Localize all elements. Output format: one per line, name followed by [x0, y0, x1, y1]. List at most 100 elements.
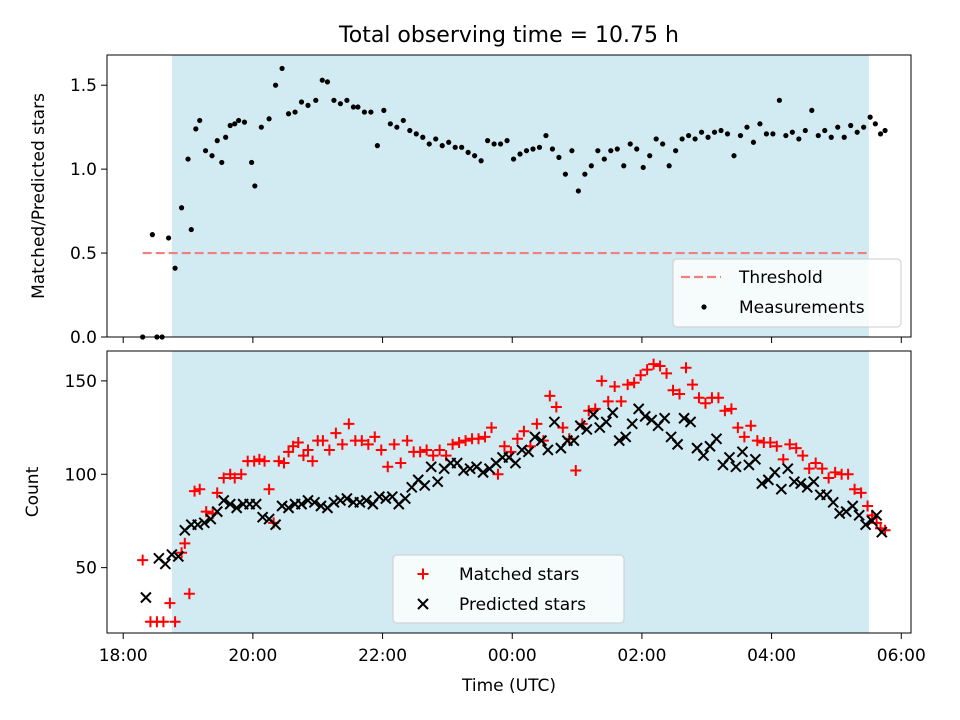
- data-point: [621, 163, 627, 169]
- x-tick-label: 18:00: [99, 646, 148, 666]
- data-point: [822, 127, 828, 134]
- data-point: [341, 492, 353, 505]
- legend: Matched stars Predicted stars: [392, 554, 625, 624]
- data-point: [193, 126, 199, 132]
- data-point: [319, 77, 325, 83]
- data-point: [641, 364, 653, 376]
- data-point: [420, 134, 426, 140]
- data-point: [854, 129, 860, 135]
- data-point: [738, 431, 750, 443]
- data-point: [684, 416, 697, 428]
- data-point: [460, 435, 472, 447]
- data-point: [556, 154, 562, 160]
- data-point: [330, 427, 342, 439]
- y-tick-label: 0.5: [70, 244, 97, 264]
- data-point: [771, 440, 783, 452]
- data-point: [751, 435, 763, 447]
- axes-frame: [106, 350, 912, 634]
- ratio-panel: 0.0 0.5 1.0 1.5 Threshold Measurements: [70, 54, 912, 348]
- data-point: [595, 148, 601, 154]
- data-point: [235, 468, 247, 480]
- data-point: [172, 265, 178, 271]
- data-point: [718, 127, 724, 134]
- data-point: [861, 124, 867, 130]
- data-point: [394, 124, 400, 130]
- data-point: [827, 496, 839, 508]
- data-point: [730, 461, 742, 473]
- data-point: [248, 455, 260, 467]
- data-point: [283, 446, 295, 458]
- data-point: [172, 550, 185, 563]
- data-point: [183, 588, 195, 600]
- data-point: [777, 453, 789, 465]
- data-point: [446, 139, 452, 145]
- data-point: [457, 464, 470, 477]
- data-point: [640, 164, 646, 171]
- data-point: [876, 526, 888, 538]
- data-point: [285, 111, 292, 117]
- data-point: [477, 466, 489, 479]
- data-point: [266, 116, 272, 122]
- data-point: [529, 431, 541, 443]
- series-predicted-stars: [140, 403, 888, 604]
- data-point: [354, 496, 366, 508]
- data-point: [693, 392, 705, 404]
- data-point: [757, 121, 763, 127]
- data-point: [557, 422, 569, 434]
- data-point: [302, 494, 314, 507]
- data-point: [653, 136, 659, 142]
- data-point: [434, 444, 446, 456]
- data-point: [542, 444, 554, 456]
- data-point: [795, 477, 807, 490]
- data-point: [658, 412, 671, 424]
- data-point: [679, 136, 685, 142]
- data-point: [719, 405, 731, 417]
- data-point: [816, 463, 828, 475]
- data-point: [498, 440, 510, 452]
- data-point: [588, 163, 594, 169]
- data-point: [373, 490, 386, 503]
- data-point: [214, 138, 220, 144]
- data-point: [776, 97, 782, 103]
- data-point: [862, 500, 874, 512]
- x-tick-label: 20:00: [228, 646, 277, 666]
- data-point: [336, 438, 348, 450]
- legend-threshold-label: Threshold: [738, 268, 823, 288]
- data-point: [841, 134, 847, 140]
- data-point: [272, 82, 279, 88]
- data-point: [178, 205, 185, 211]
- data-point: [660, 141, 666, 147]
- data-point: [218, 472, 230, 484]
- data-point: [835, 124, 841, 130]
- data-point: [549, 146, 556, 152]
- data-point: [544, 390, 556, 402]
- data-point: [724, 131, 731, 137]
- data-point: [842, 468, 854, 480]
- data-point: [431, 476, 444, 488]
- data-point: [531, 418, 543, 430]
- data-point: [202, 148, 209, 154]
- data-point: [725, 403, 737, 415]
- data-point: [166, 548, 178, 561]
- data-point: [253, 453, 265, 465]
- data-point: [292, 109, 298, 115]
- data-point: [627, 141, 633, 147]
- data-point: [140, 591, 152, 604]
- data-point: [581, 423, 593, 436]
- data-point: [504, 138, 510, 144]
- data-point: [452, 144, 458, 150]
- data-point: [601, 156, 607, 162]
- legend-predicted-label: Predicted stars: [459, 595, 586, 615]
- data-point: [361, 109, 368, 115]
- data-point: [250, 498, 262, 510]
- data-point: [232, 121, 238, 127]
- data-point: [666, 163, 672, 169]
- data-point: [485, 138, 491, 144]
- data-point: [661, 367, 673, 379]
- data-point: [596, 375, 608, 387]
- y-tick-label: 1.0: [70, 160, 97, 180]
- data-point: [698, 129, 705, 135]
- data-point: [356, 435, 368, 447]
- data-point: [414, 446, 426, 458]
- data-point: [459, 144, 465, 150]
